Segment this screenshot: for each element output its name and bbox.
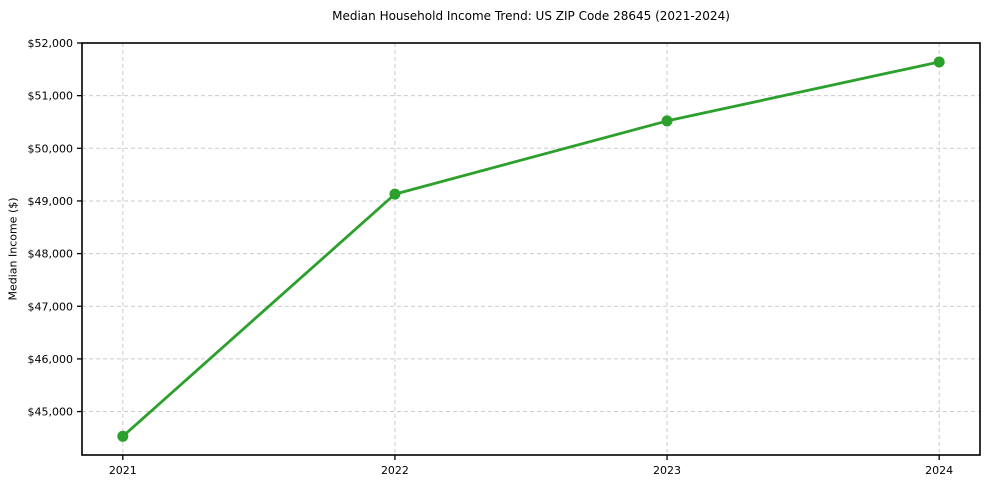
- y-tick-label: $46,000: [28, 353, 74, 366]
- x-tick-label: 2021: [109, 464, 137, 477]
- chart-title: Median Household Income Trend: US ZIP Co…: [332, 9, 730, 23]
- data-point: [389, 188, 401, 200]
- y-tick-label: $48,000: [28, 248, 74, 261]
- x-tick-label: 2023: [653, 464, 681, 477]
- y-tick-label: $51,000: [28, 90, 74, 103]
- x-tick-label: 2022: [381, 464, 409, 477]
- plot-area-border: [81, 42, 981, 456]
- data-point: [933, 56, 945, 68]
- data-point: [117, 430, 129, 442]
- y-tick-label: $49,000: [28, 195, 74, 208]
- y-tick-label: $52,000: [28, 37, 74, 50]
- y-tick-label: $45,000: [28, 406, 74, 419]
- data-point: [661, 115, 673, 127]
- y-tick-label: $47,000: [28, 300, 74, 313]
- data-line: [121, 60, 941, 438]
- y-tick-label: $50,000: [28, 142, 74, 155]
- x-tick-label: 2024: [925, 464, 953, 477]
